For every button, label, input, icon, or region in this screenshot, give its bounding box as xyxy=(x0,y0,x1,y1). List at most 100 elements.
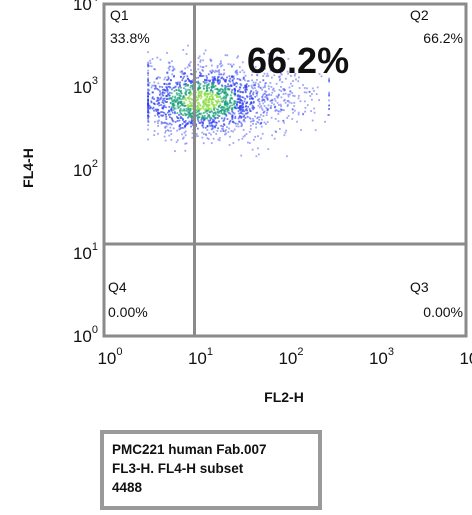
event-dot xyxy=(185,83,188,85)
event-dot xyxy=(219,96,221,98)
event-dot xyxy=(224,79,227,82)
event-dot xyxy=(185,104,188,107)
event-dot xyxy=(151,58,154,60)
event-dot xyxy=(223,100,226,103)
event-dot xyxy=(207,82,210,85)
event-dot xyxy=(229,63,232,66)
event-dot xyxy=(180,86,182,89)
event-dot xyxy=(163,104,166,107)
event-dot xyxy=(255,126,257,129)
event-dot xyxy=(262,94,264,96)
event-dot xyxy=(178,114,180,116)
quadrant-q1-name: Q1 xyxy=(110,7,129,23)
event-dot xyxy=(165,130,167,132)
event-dot xyxy=(183,75,186,78)
event-dot xyxy=(210,99,213,101)
event-dot xyxy=(308,90,311,93)
event-dot xyxy=(202,81,205,83)
event-dot xyxy=(163,112,166,114)
event-dot xyxy=(264,96,266,98)
event-dot xyxy=(258,100,261,103)
event-dot xyxy=(222,125,224,128)
event-dot xyxy=(228,85,230,88)
event-dot xyxy=(198,107,201,110)
event-dot xyxy=(209,124,211,127)
event-dot xyxy=(253,69,255,71)
event-dot xyxy=(243,76,245,79)
event-dot xyxy=(261,108,264,111)
event-dot xyxy=(267,148,270,150)
event-dot xyxy=(181,70,183,72)
event-dot xyxy=(243,115,245,118)
event-dot xyxy=(265,90,268,93)
event-dot xyxy=(185,113,188,115)
event-dot xyxy=(151,96,154,99)
event-dot xyxy=(210,89,212,91)
event-dot xyxy=(208,87,211,89)
event-dot xyxy=(302,113,304,116)
event-dot xyxy=(216,87,219,90)
event-dot xyxy=(266,107,269,110)
event-dot xyxy=(266,109,269,112)
event-dot xyxy=(264,84,266,87)
event-dot xyxy=(244,117,247,119)
event-dot xyxy=(266,98,269,100)
event-dot xyxy=(224,92,227,95)
event-dot xyxy=(224,91,227,93)
event-dot xyxy=(318,73,321,75)
event-dot xyxy=(257,153,260,156)
event-dot xyxy=(238,120,240,123)
event-dot xyxy=(228,144,231,146)
event-dot xyxy=(187,111,190,114)
event-dot xyxy=(239,102,241,104)
event-dot xyxy=(271,91,274,94)
event-dot xyxy=(257,135,259,138)
event-dot xyxy=(181,104,184,107)
event-dot xyxy=(189,114,191,117)
event-dot xyxy=(236,71,239,74)
event-dot xyxy=(183,112,186,115)
event-dots xyxy=(147,44,330,158)
event-dot xyxy=(216,108,218,111)
event-dot xyxy=(265,94,268,97)
event-dot xyxy=(147,107,149,109)
event-dot xyxy=(238,98,241,101)
event-dot xyxy=(284,131,287,134)
event-dot xyxy=(229,97,232,100)
event-dot xyxy=(182,119,184,121)
event-dot xyxy=(266,111,268,114)
event-dot xyxy=(212,80,214,83)
event-dot xyxy=(256,111,259,114)
event-dot xyxy=(161,101,164,104)
event-dot xyxy=(207,138,210,140)
event-dot xyxy=(250,84,253,87)
event-dot xyxy=(241,107,243,109)
event-dot xyxy=(232,82,235,84)
event-dot xyxy=(187,88,190,91)
event-dot xyxy=(245,83,248,85)
event-dot xyxy=(162,122,165,124)
event-dot xyxy=(228,127,230,130)
event-dot xyxy=(263,121,266,124)
event-dot xyxy=(270,99,273,102)
event-dot xyxy=(187,98,190,100)
event-dot xyxy=(229,112,232,115)
event-dot xyxy=(191,115,193,118)
event-dot xyxy=(156,120,159,123)
event-dot xyxy=(263,105,266,107)
event-dot xyxy=(205,65,208,67)
event-dot xyxy=(162,98,165,100)
event-dot xyxy=(237,98,240,100)
event-dot xyxy=(255,92,258,95)
event-dot xyxy=(179,81,181,84)
event-dot xyxy=(184,130,187,133)
event-dot xyxy=(220,111,223,113)
event-dot xyxy=(215,100,217,102)
event-dot xyxy=(177,89,180,92)
event-dot xyxy=(260,118,263,121)
event-dot xyxy=(185,107,188,110)
event-dot xyxy=(249,97,251,100)
event-dot xyxy=(249,103,252,106)
event-dot xyxy=(149,106,151,109)
event-dot xyxy=(234,102,237,105)
